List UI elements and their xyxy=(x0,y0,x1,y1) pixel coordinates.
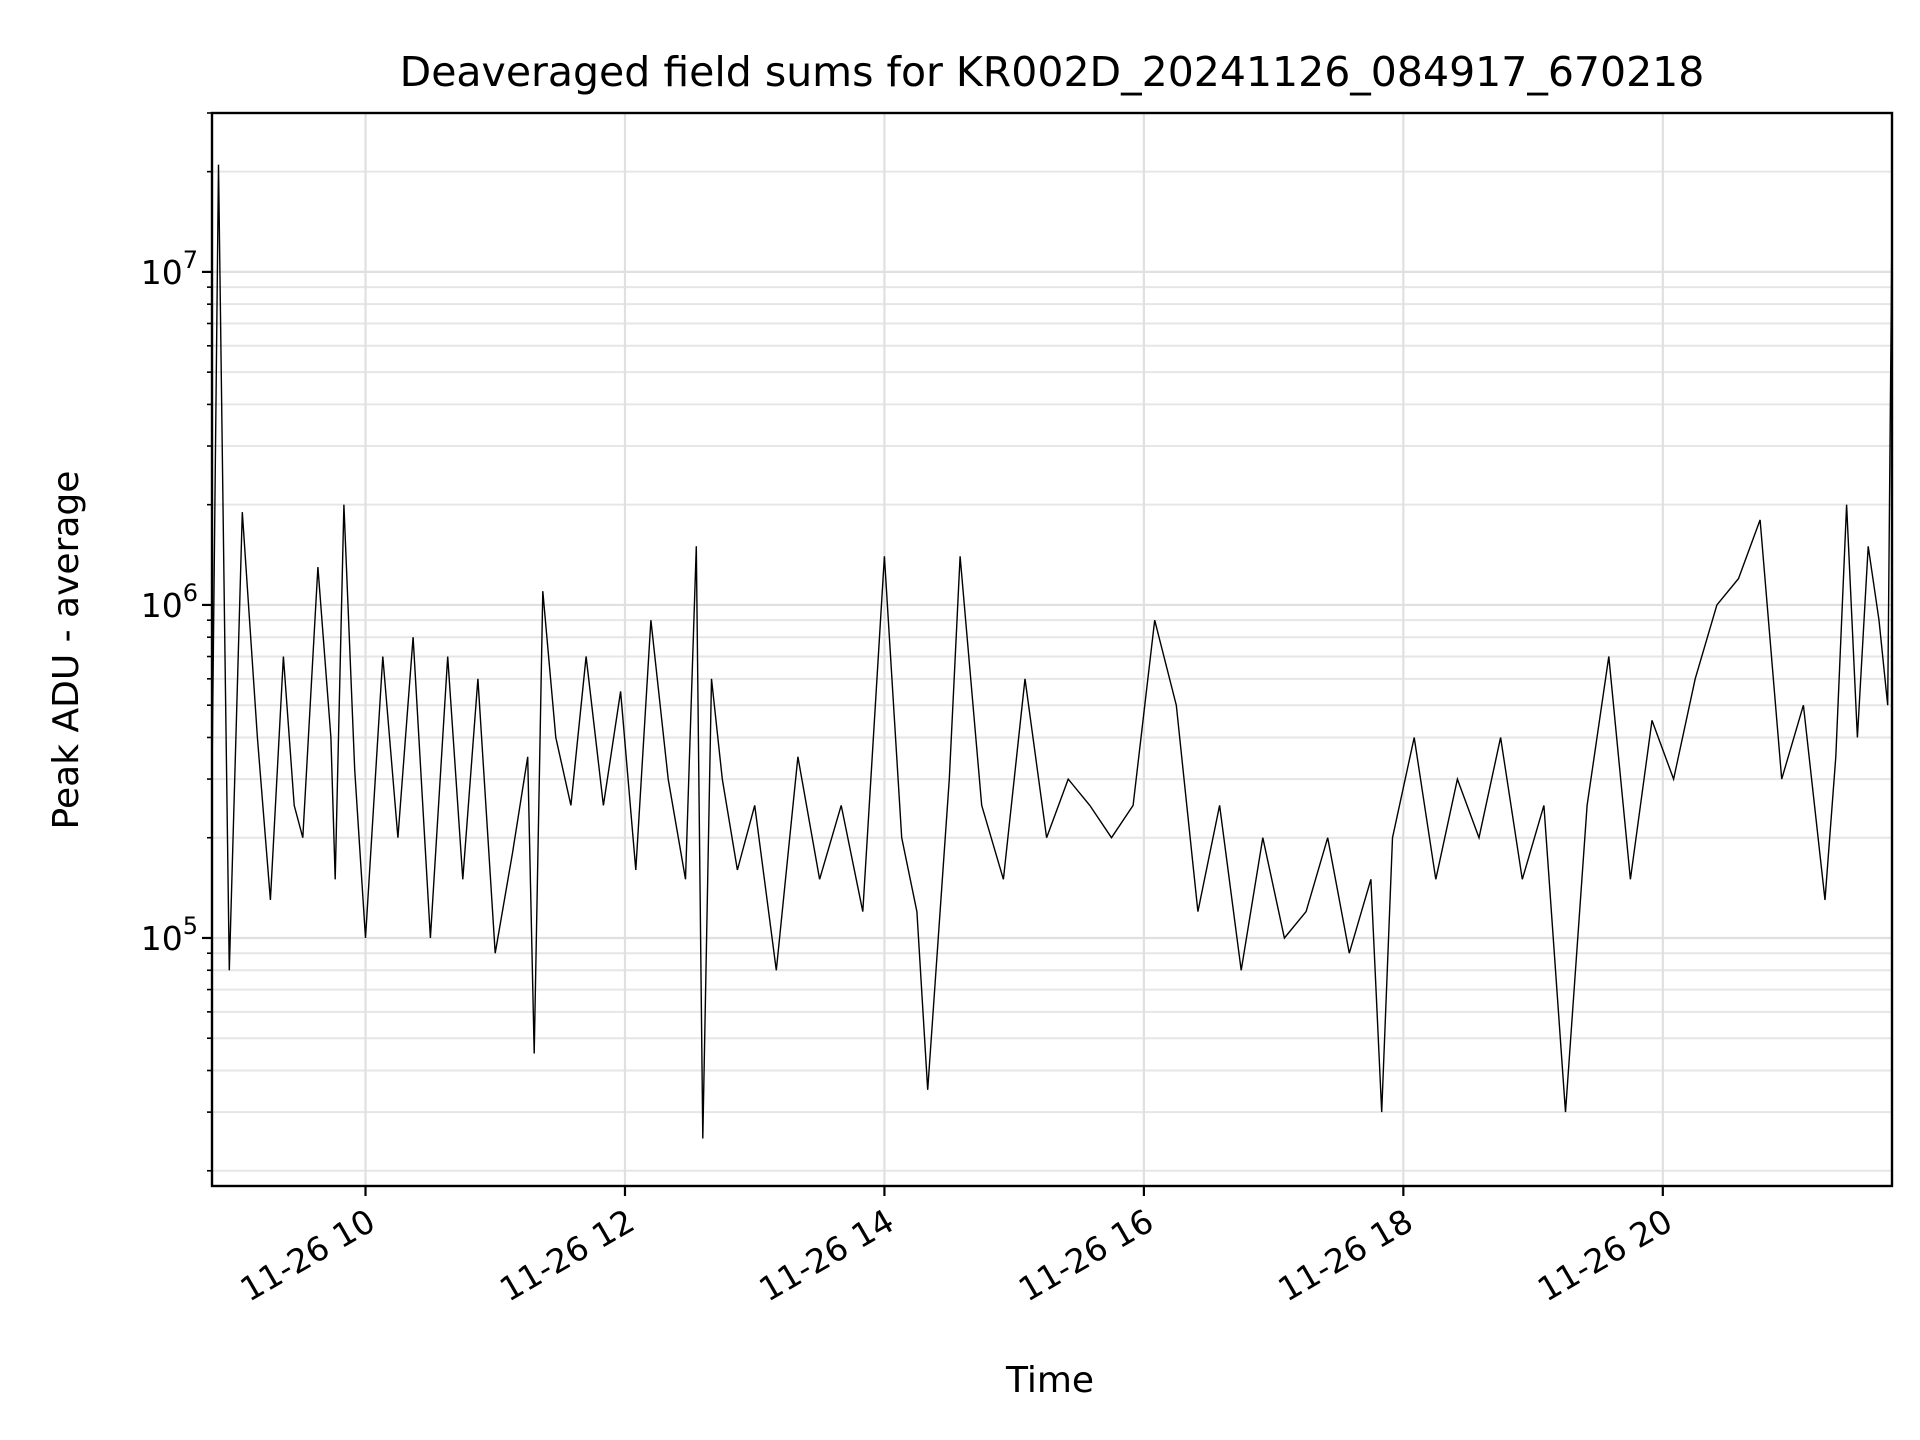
y-tick-label: 106 xyxy=(141,579,198,625)
y-axis: 105 106 107 xyxy=(141,112,212,1172)
y-axis-label: Peak ADU - average xyxy=(46,471,87,830)
y-tick-label: 105 xyxy=(141,912,198,958)
grid xyxy=(212,112,1892,1186)
x-axis-label: Time xyxy=(1005,1360,1094,1401)
data-series-line xyxy=(211,164,1893,1139)
chart-title: Deaveraged field sums for KR002D_2024112… xyxy=(400,48,1705,96)
plot-line xyxy=(211,164,1893,1139)
y-tick-label: 107 xyxy=(141,246,198,292)
plot-frame xyxy=(210,111,1894,1188)
